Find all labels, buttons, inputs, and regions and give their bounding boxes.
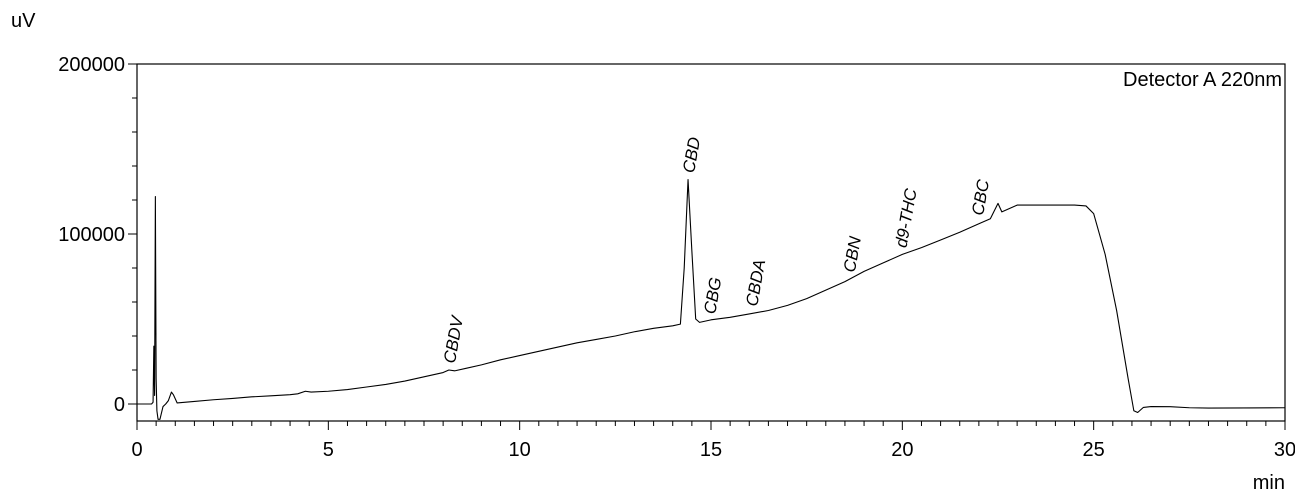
peak-label: CBDV — [440, 313, 467, 364]
peak-label: CBC — [968, 177, 993, 216]
peak-labels: CBDV CBD CBG CBDA CBN d9-THC CBC — [440, 136, 993, 365]
y-tick-label: 200000 — [58, 54, 125, 76]
detector-label: Detector A 220nm — [1123, 69, 1282, 91]
plot-frame — [136, 63, 1286, 422]
x-tick-label: 25 — [1083, 439, 1105, 461]
peak-label: d9-THC — [892, 186, 921, 249]
axes: 0 5 10 15 20 25 30 0 100000 200000 — [58, 54, 1295, 461]
chromatogram-trace — [137, 179, 1286, 420]
peak-label: CBDA — [742, 258, 769, 308]
x-tick-label: 15 — [700, 439, 722, 461]
x-tick-label: 10 — [509, 439, 531, 461]
x-tick-label: 5 — [323, 439, 334, 461]
y-axis-unit: uV — [11, 10, 36, 32]
x-tick-label: 30 — [1274, 439, 1295, 461]
peak-label: CBN — [840, 234, 865, 273]
x-tick-label: 0 — [131, 439, 142, 461]
peak-label: CBD — [679, 136, 704, 175]
x-tick-label: 20 — [891, 439, 913, 461]
peak-label: CBG — [700, 276, 725, 316]
trace-layer — [137, 179, 1286, 420]
x-axis-unit: min — [1253, 472, 1285, 494]
y-tick-label: 0 — [114, 394, 125, 416]
y-tick-label: 100000 — [58, 224, 125, 246]
